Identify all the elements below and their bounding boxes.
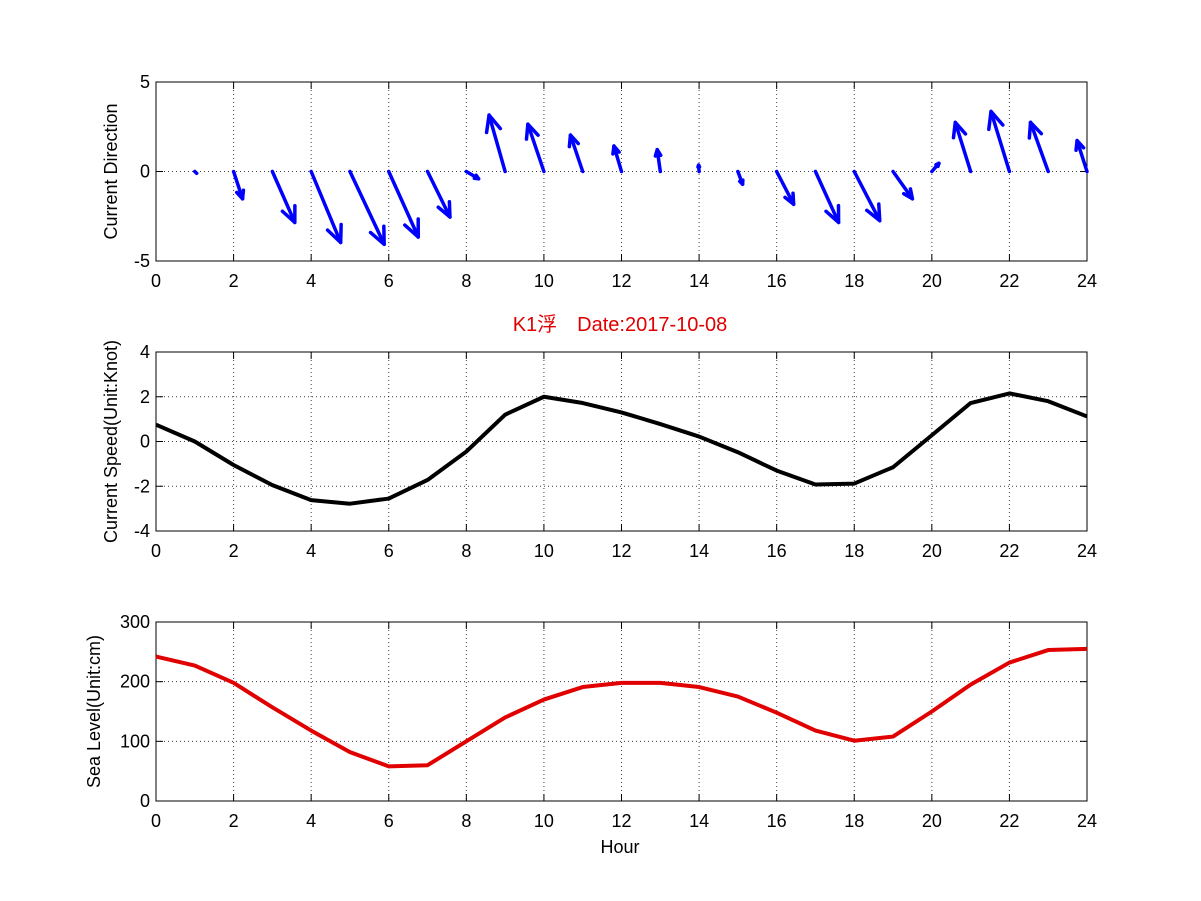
x-tick-label: 10 bbox=[534, 811, 554, 831]
x-tick-label: 16 bbox=[767, 541, 787, 561]
x-tick-label: 14 bbox=[689, 271, 709, 291]
x-tick-label: 4 bbox=[306, 541, 316, 561]
y-tick-label: 0 bbox=[140, 162, 150, 182]
current-arrow bbox=[987, 109, 1012, 174]
x-tick-label: 12 bbox=[611, 811, 631, 831]
x-tick-label: 6 bbox=[384, 811, 394, 831]
current-arrow bbox=[567, 133, 585, 174]
x-tick-label: 16 bbox=[767, 811, 787, 831]
current-arrow bbox=[774, 169, 796, 207]
x-tick-label: 10 bbox=[534, 541, 554, 561]
current-arrow bbox=[484, 113, 507, 174]
x-tick-label: 2 bbox=[229, 541, 239, 561]
y-tick-label: 300 bbox=[120, 612, 150, 632]
y-tick-label: 2 bbox=[140, 387, 150, 407]
current-arrow bbox=[891, 169, 915, 201]
current-arrow bbox=[951, 120, 973, 174]
current-arrow bbox=[348, 169, 386, 247]
x-tick-label: 12 bbox=[611, 271, 631, 291]
y-tick-label: 0 bbox=[140, 432, 150, 452]
current-arrow bbox=[930, 161, 941, 174]
current-arrow bbox=[270, 169, 297, 225]
current-arrow bbox=[696, 163, 702, 174]
x-tick-label: 0 bbox=[151, 271, 161, 291]
x-tick-label: 18 bbox=[844, 541, 864, 561]
current-arrow bbox=[464, 169, 481, 181]
x-tick-label: 18 bbox=[844, 811, 864, 831]
x-tick-label: 22 bbox=[999, 811, 1019, 831]
x-tick-label: 4 bbox=[306, 271, 316, 291]
y-tick-label: -5 bbox=[134, 251, 150, 271]
y-tick-label: 100 bbox=[120, 731, 150, 751]
current-arrow bbox=[524, 122, 546, 174]
x-tick-label: 22 bbox=[999, 541, 1019, 561]
x-tick-label: 14 bbox=[689, 541, 709, 561]
y-tick-label: 4 bbox=[140, 342, 150, 362]
x-tick-label: 6 bbox=[384, 541, 394, 561]
current-arrow bbox=[387, 169, 420, 239]
y-tick-label: -4 bbox=[134, 521, 150, 541]
x-tick-label: 22 bbox=[999, 271, 1019, 291]
x-tick-label: 20 bbox=[922, 541, 942, 561]
x-tick-label: 20 bbox=[922, 811, 942, 831]
x-tick-label: 24 bbox=[1077, 541, 1097, 561]
y-tick-label: 5 bbox=[140, 72, 150, 92]
y-axis-label: Sea Level(Unit:cm) bbox=[84, 635, 104, 788]
series-line bbox=[155, 391, 1088, 506]
x-tick-label: 20 bbox=[922, 271, 942, 291]
x-tick-label: 24 bbox=[1077, 271, 1097, 291]
x-axis-label: Hour bbox=[600, 837, 639, 857]
y-tick-label: 200 bbox=[120, 672, 150, 692]
current-arrow bbox=[193, 169, 199, 176]
y-axis-label: Current Speed(Unit:Knot) bbox=[101, 340, 121, 543]
current-arrow bbox=[1074, 138, 1089, 174]
x-tick-label: 10 bbox=[534, 271, 554, 291]
current-arrow bbox=[813, 169, 841, 225]
y-tick-label: 0 bbox=[140, 791, 150, 811]
x-tick-label: 8 bbox=[461, 541, 471, 561]
current-arrow bbox=[611, 144, 624, 174]
current-arrow bbox=[1027, 120, 1050, 174]
x-tick-label: 8 bbox=[461, 811, 471, 831]
x-tick-label: 14 bbox=[689, 811, 709, 831]
y-axis-label: Current Direction bbox=[101, 103, 121, 239]
x-tick-label: 6 bbox=[384, 271, 394, 291]
current-arrow bbox=[425, 169, 452, 219]
x-tick-label: 12 bbox=[611, 541, 631, 561]
x-tick-label: 18 bbox=[844, 271, 864, 291]
current-arrow bbox=[653, 147, 663, 174]
x-tick-label: 0 bbox=[151, 541, 161, 561]
chart-title: K1浮 Date:2017-10-08 bbox=[513, 313, 728, 336]
x-tick-label: 2 bbox=[229, 271, 239, 291]
x-tick-label: 8 bbox=[461, 271, 471, 291]
y-tick-label: -2 bbox=[134, 476, 150, 496]
current-arrow bbox=[231, 169, 246, 201]
x-tick-label: 0 bbox=[151, 811, 161, 831]
x-tick-label: 2 bbox=[229, 811, 239, 831]
current-arrow bbox=[736, 169, 745, 186]
current-arrow bbox=[309, 169, 343, 245]
current-arrow bbox=[852, 169, 882, 223]
x-tick-label: 16 bbox=[767, 271, 787, 291]
series-line bbox=[155, 646, 1088, 769]
x-tick-label: 4 bbox=[306, 811, 316, 831]
x-tick-label: 24 bbox=[1077, 811, 1097, 831]
